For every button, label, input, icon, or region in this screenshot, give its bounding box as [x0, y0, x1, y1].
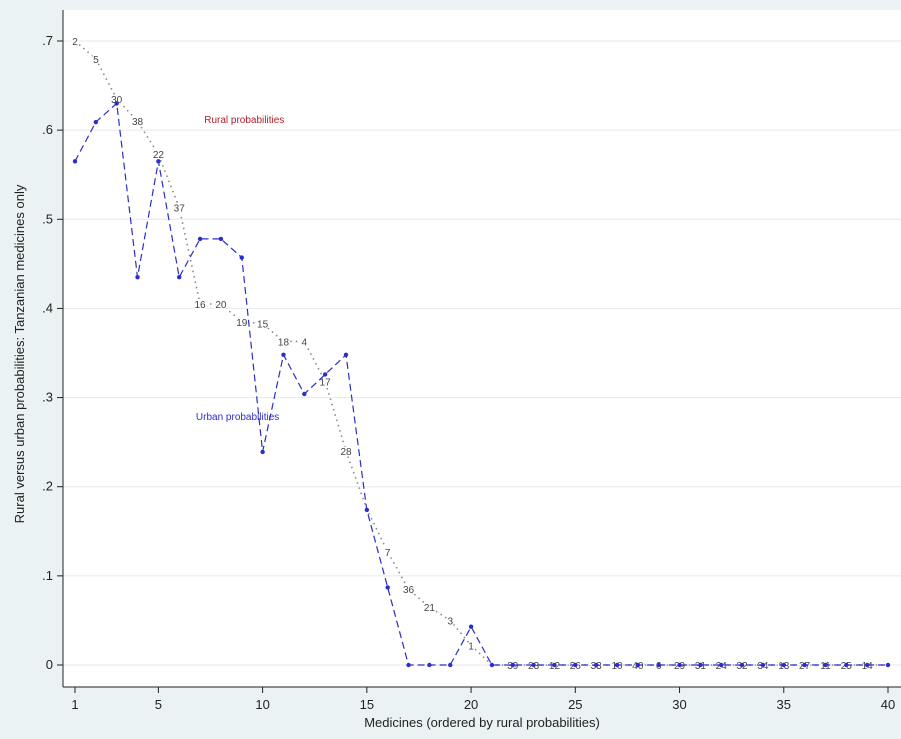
x-axis-label: Medicines (ordered by rural probabilitie… — [364, 715, 600, 730]
y-axis-label: Rural versus urban probabilities: Tanzan… — [12, 184, 27, 523]
urban-data-point — [635, 662, 641, 668]
rural-point-label: 19 — [236, 318, 248, 329]
urban-data-point — [531, 662, 536, 668]
urban-data-point — [593, 662, 599, 668]
urban-data-point — [406, 662, 411, 668]
x-tick-label: 25 — [568, 697, 582, 712]
plot-area — [63, 10, 901, 687]
urban-data-point — [614, 662, 620, 668]
urban-data-point — [656, 662, 661, 668]
y-tick-label: 0 — [46, 657, 53, 672]
axes — [62, 10, 901, 688]
y-tick-label: .7 — [42, 33, 53, 48]
x-tick-label: 20 — [464, 697, 478, 712]
rural-point-label: 21 — [424, 603, 436, 614]
urban-data-point — [177, 275, 182, 280]
x-tick-label: 40 — [881, 697, 895, 712]
urban-probabilities-line — [74, 102, 888, 666]
x-tick-label: 1 — [71, 697, 78, 712]
urban-data-point — [781, 662, 786, 668]
urban-data-point — [218, 236, 224, 242]
urban-data-point — [197, 236, 203, 242]
x-tick-label: 30 — [672, 697, 686, 712]
gridlines — [63, 40, 901, 666]
y-tick-label: .4 — [42, 300, 53, 315]
urban-data-point — [364, 507, 370, 513]
x-tick-label: 5 — [155, 697, 162, 712]
annotations: Rural probabilities Urban probabilities — [196, 115, 284, 423]
urban-data-point — [135, 275, 140, 280]
urban-data-point — [823, 662, 828, 668]
rural-point-label: 2 — [72, 37, 78, 48]
rural-point-label: 20 — [215, 300, 227, 311]
rural-point-label: 30 — [111, 95, 123, 106]
rural-point-label: 22 — [153, 150, 165, 161]
urban-data-point — [239, 255, 244, 260]
urban-data-point — [343, 352, 349, 357]
annotation-label: Rural probabilities — [204, 115, 284, 126]
rural-point-label: 37 — [174, 204, 186, 215]
rural-point-label: 4 — [302, 337, 308, 348]
rural-point-label: 15 — [257, 320, 269, 331]
rural-point-label: 17 — [320, 378, 332, 389]
urban-data-point — [802, 662, 807, 668]
urban-data-point — [510, 662, 515, 668]
urban-data-point — [93, 119, 99, 125]
rural-point-label: 36 — [403, 585, 415, 596]
rural-probabilities-line — [74, 40, 888, 666]
urban-data-point — [114, 101, 119, 106]
urban-data-point — [573, 662, 578, 668]
series-layer: 2530382237162019151841728736213139231226… — [71, 36, 891, 674]
annotation-label: Urban probabilities — [196, 412, 279, 423]
urban-data-point — [72, 159, 78, 164]
urban-data-point — [885, 662, 891, 668]
x-tick-label: 35 — [777, 697, 791, 712]
urban-data-point — [698, 662, 703, 668]
urban-data-point — [427, 662, 432, 668]
y-tick-label: .5 — [42, 211, 53, 226]
x-axis-ticks: 1 5 10 15 20 25 30 35 40 — [71, 687, 895, 712]
x-tick-label: 10 — [255, 697, 269, 712]
rural-point-label: 5 — [93, 55, 99, 66]
urban-data-point — [281, 352, 286, 357]
rural-point-label: 1 — [468, 641, 474, 652]
urban-data-point — [489, 662, 495, 668]
urban-data-point — [719, 662, 724, 668]
urban-data-point — [322, 372, 328, 377]
urban-data-point — [552, 662, 557, 668]
urban-data-point — [302, 391, 307, 397]
y-tick-label: .6 — [42, 122, 53, 137]
urban-data-point — [156, 159, 161, 164]
y-tick-label: .1 — [42, 568, 53, 583]
rural-point-label: 28 — [340, 447, 352, 458]
rural-point-label: 16 — [195, 300, 207, 311]
y-tick-label: .2 — [42, 479, 53, 494]
urban-data-point — [844, 662, 849, 668]
x-tick-label: 15 — [360, 697, 374, 712]
urban-data-point — [468, 624, 474, 629]
rural-point-label: 18 — [278, 337, 290, 348]
urban-data-point — [760, 662, 766, 668]
urban-data-point — [260, 449, 265, 455]
urban-data-point — [739, 662, 745, 668]
urban-data-point — [385, 585, 390, 590]
rural-point-label: 7 — [385, 548, 391, 559]
rural-point-label: 38 — [132, 117, 144, 128]
urban-data-point — [677, 662, 682, 668]
rural-point-label: 3 — [447, 616, 453, 627]
y-tick-label: .3 — [42, 390, 53, 405]
urban-data-point — [448, 662, 453, 668]
urban-data-point — [864, 662, 870, 668]
y-axis-ticks: 0 .1 .2 .3 .4 .5 .6 .7 — [42, 33, 63, 672]
